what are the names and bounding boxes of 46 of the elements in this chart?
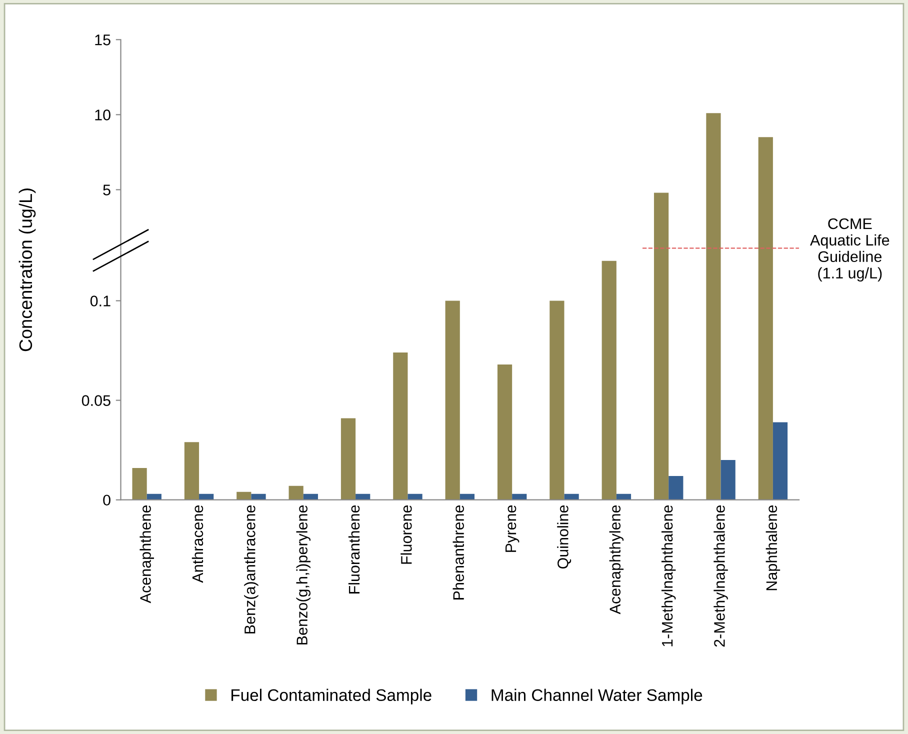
bar <box>616 494 632 500</box>
x-tick-label: Fluoranthene <box>348 505 360 594</box>
bar <box>199 494 214 500</box>
bar <box>772 422 788 500</box>
y-tick-label: 15 <box>95 34 110 46</box>
ref-line-label: CCME Aquatic Life Guideline (1.1 ug/L) <box>810 218 890 282</box>
bar <box>393 352 408 500</box>
bar <box>445 300 460 500</box>
y-tick-label: 5 <box>103 184 110 196</box>
x-tick-label: 1-Methylnaphthalene <box>661 505 676 646</box>
bar <box>602 260 616 500</box>
bar <box>512 494 527 500</box>
y-tick-label: 10 <box>95 110 110 120</box>
x-tick-label: 2-Methylnaphthalene <box>714 505 728 647</box>
bar <box>236 492 252 500</box>
bar <box>668 476 684 500</box>
bar <box>303 494 318 500</box>
bar <box>132 468 147 500</box>
x-tick-label: Acenaphthene <box>140 505 154 604</box>
y-axis-title: Concentration (ug/L) <box>18 188 36 352</box>
x-tick-label: Fluorene <box>400 505 412 564</box>
bar <box>497 364 512 500</box>
bar <box>550 300 564 500</box>
bar <box>184 442 200 500</box>
bar <box>251 494 266 500</box>
bar <box>356 494 370 500</box>
x-tick-label: Naphthalene <box>766 505 780 590</box>
bar <box>340 418 356 500</box>
y-tick-label: 0.1 <box>90 296 110 306</box>
legend-label: Main Channel Water Sample <box>492 688 702 704</box>
bar <box>408 494 422 500</box>
bar <box>460 494 475 500</box>
bar <box>288 486 304 500</box>
bar <box>564 494 579 500</box>
y-tick-label: 0.05 <box>82 395 110 406</box>
x-tick-label: Acenaphthylene <box>609 505 624 614</box>
bar <box>720 460 736 500</box>
x-tick-label: Anthracene <box>192 505 204 583</box>
x-tick-label: Phenanthrene <box>452 505 464 600</box>
legend-label: Fuel Contaminated Sample <box>232 688 432 704</box>
x-tick-label: Pyrene <box>506 505 520 552</box>
x-tick-label: Quinoline <box>557 505 572 569</box>
x-tick-label: Benz(a)anthracene <box>244 505 258 634</box>
x-tick-label: Benzo(g,h,i)perylene <box>296 505 310 644</box>
bar <box>146 494 162 500</box>
y-tick-label: 0 <box>103 494 110 506</box>
